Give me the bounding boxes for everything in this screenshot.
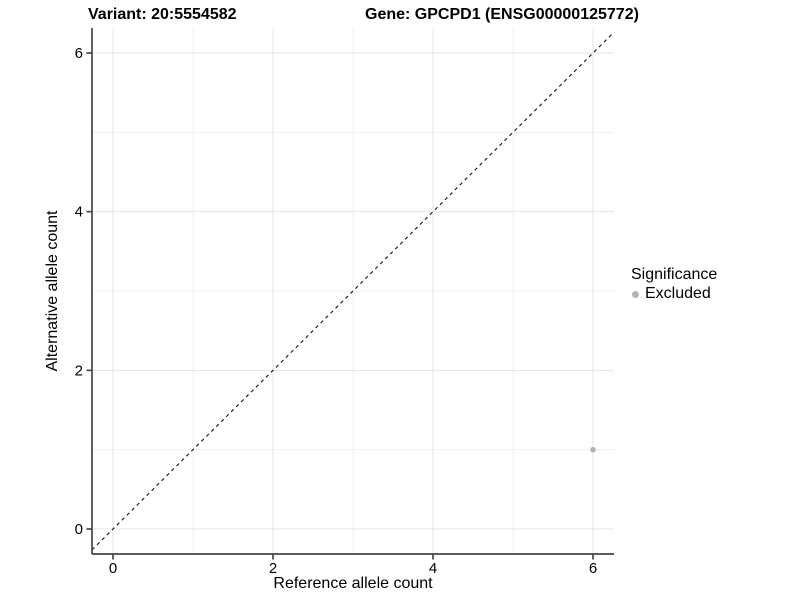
variant-title: Variant: 20:5554582 <box>88 6 237 23</box>
x-tick-label: 0 <box>109 560 117 577</box>
y-axis-title: Alternative allele count <box>44 210 61 372</box>
x-tick-label: 6 <box>589 560 597 577</box>
y-tick-label: 6 <box>75 45 83 62</box>
x-tick-label: 2 <box>269 560 277 577</box>
legend-key-dot-icon <box>632 290 639 298</box>
legend: Significance Excluded <box>629 266 717 303</box>
legend-entry-label: Excluded <box>645 285 711 302</box>
gene-title: Gene: GPCPD1 (ENSG00000125772) <box>365 6 639 23</box>
y-tick-label: 0 <box>75 521 83 538</box>
legend-title: Significance <box>631 266 718 283</box>
x-axis-title: Reference allele count <box>273 575 433 592</box>
data-point <box>590 446 596 453</box>
y-tick-label: 4 <box>75 204 83 221</box>
x-tick-label: 4 <box>429 560 437 577</box>
y-tick-label: 2 <box>75 362 83 379</box>
legend-entry-excluded: Excluded <box>629 285 717 303</box>
